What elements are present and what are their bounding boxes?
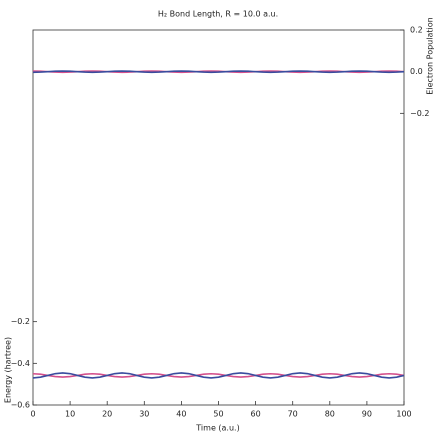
x-tick-label: 40	[176, 410, 186, 419]
x-tick-label: 30	[139, 410, 149, 419]
y2-tick-label: −0.2	[410, 109, 429, 118]
series-line	[32, 372, 405, 379]
y-tick-label: −0.6	[11, 401, 30, 410]
x-axis-label: Time (a.u.)	[195, 424, 239, 433]
x-tick-label: 60	[251, 410, 261, 419]
series-line	[32, 70, 405, 74]
x-tick-label: 90	[362, 410, 372, 419]
chart-title: H₂ Bond Length, R = 10.0 a.u.	[158, 10, 278, 19]
x-tick-label: 50	[213, 410, 223, 419]
y2-axis-label: Electron Population	[426, 17, 435, 94]
y-tick-label: −0.2	[11, 317, 30, 326]
y-axis-label: Energy (hartree)	[4, 337, 13, 403]
x-tick-label: 80	[325, 410, 335, 419]
x-tick-label: 0	[30, 410, 35, 419]
x-tick-label: 100	[396, 410, 411, 419]
y2-tick-label: 0.0	[410, 67, 423, 76]
x-tick-label: 20	[102, 410, 112, 419]
x-tick-label: 10	[65, 410, 75, 419]
y-tick-label: −0.4	[11, 359, 30, 368]
y2-tick-label: 0.2	[410, 26, 423, 35]
x-tick-label: 70	[288, 410, 298, 419]
plot-frame	[32, 29, 405, 406]
series-line	[32, 372, 405, 378]
